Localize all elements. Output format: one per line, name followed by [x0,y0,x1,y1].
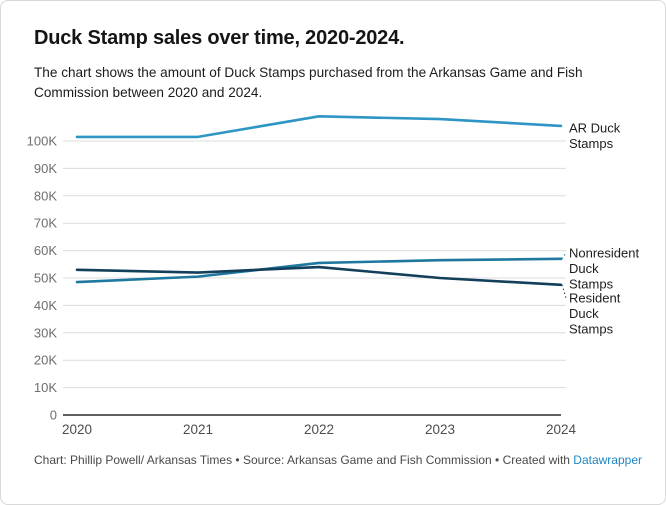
datawrapper-link[interactable]: Datawrapper [573,453,642,467]
y-axis-tick-label: 70K [34,216,57,231]
x-axis-tick-label: 2020 [62,422,92,437]
label-connector [561,252,567,260]
label-connector [561,284,567,298]
chart-title: Duck Stamp sales over time, 2020-2024. [34,27,405,49]
y-axis-tick-label: 10K [34,380,57,395]
series-label-line: AR Duck [569,120,621,135]
series-label-line: Stamps [569,321,614,336]
y-axis-tick-label: 0 [50,408,57,423]
x-axis-tick-label: 2021 [183,422,213,437]
y-axis-tick-label: 100K [27,134,58,149]
attribution-text: Chart: Phillip Powell/ Arkansas Times • … [34,453,574,467]
x-axis-tick-label: 2023 [425,422,455,437]
series-label-line: Duck [569,306,599,321]
series-label-line: Resident [569,290,621,305]
series-label-line: Nonresident [569,245,639,260]
y-axis-tick-label: 60K [34,243,57,258]
y-axis-tick-label: 40K [34,298,57,313]
x-axis-tick-label: 2024 [546,422,577,437]
series-line-ar-duck-stamps[interactable] [75,115,563,139]
series-line-nonresident-duck-stamps[interactable] [75,257,563,284]
y-axis-tick-label: 50K [34,271,57,286]
x-axis-tick-label: 2022 [304,422,334,437]
chart-footer: Chart: Phillip Powell/ Arkansas Times • … [34,453,654,467]
y-axis-tick-label: 20K [34,353,57,368]
series-line-resident-duck-stamps[interactable] [75,265,563,287]
y-axis-tick-label: 80K [34,188,57,203]
series-label-line: Duck [569,261,599,276]
series-label-line: Stamps [569,136,614,151]
chart-subtitle: The chart shows the amount of Duck Stamp… [34,65,583,101]
y-axis-tick-label: 90K [34,161,57,176]
series-label-line: Stamps [569,276,614,291]
y-axis-tick-label: 30K [34,325,57,340]
